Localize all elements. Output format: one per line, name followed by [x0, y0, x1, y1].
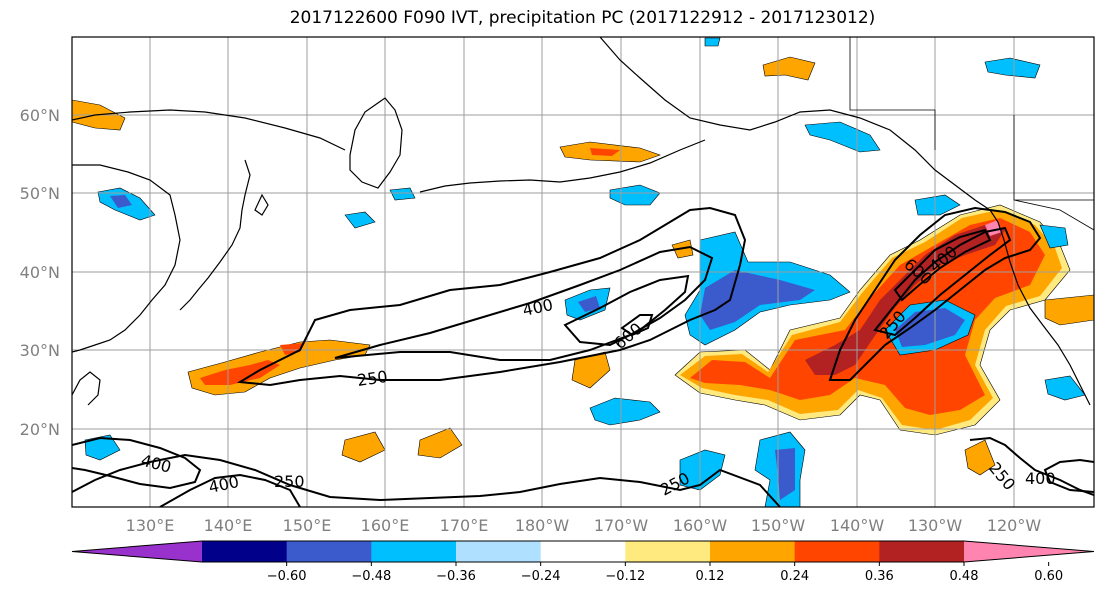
precip-negative-region — [775, 448, 795, 500]
colorbar-swatch — [625, 541, 711, 562]
contour-label: 400 — [1025, 469, 1056, 488]
alaska-coastline — [599, 37, 991, 211]
colorbar-tick-label: −0.60 — [267, 569, 307, 584]
precip-negative-region — [578, 296, 600, 312]
colorbar-outline — [71, 540, 1095, 563]
lon-label: 170°W — [594, 516, 649, 535]
precip-negative-region — [914, 194, 961, 216]
precip-negative-region — [704, 37, 721, 47]
colorbar-tick-label: 0.12 — [696, 569, 725, 584]
colorbar-tick-label: 0.36 — [865, 569, 894, 584]
lon-label: 130°E — [126, 516, 175, 535]
lon-label: 150°W — [751, 516, 806, 535]
contour-label: 250 — [356, 367, 389, 390]
ivt-contour-600 — [893, 228, 992, 302]
lon-label: 120°W — [987, 516, 1042, 535]
ivt-contour-400 — [873, 226, 1012, 337]
lon-label: 140°W — [830, 516, 885, 535]
map-frame — [71, 36, 1095, 508]
ivt-contour-600 — [563, 274, 690, 347]
map-title: 2017122600 F090 IVT, precipitation PC (2… — [289, 8, 876, 28]
north-america-coastline — [989, 209, 1091, 406]
precip-positive-region — [280, 343, 305, 355]
colorbar-swatch — [794, 541, 880, 562]
asia-coastline — [72, 109, 346, 151]
colorbar-tick-label: 0.48 — [950, 569, 979, 584]
precip-positive-region — [690, 218, 1045, 415]
japan-coastline — [179, 159, 251, 311]
precip-negative-region — [1039, 224, 1069, 249]
colorbar-extend-min — [72, 541, 202, 562]
ivt-contour-250 — [969, 436, 1094, 496]
precip-positive-region — [964, 439, 996, 476]
precip-positive-region — [805, 225, 1005, 375]
kamchatka-coastline — [349, 97, 403, 189]
colorbar-swatch — [456, 541, 542, 562]
precip-positive-region — [341, 431, 386, 463]
lon-label: 160°E — [361, 516, 410, 535]
ivt-contour-250 — [828, 206, 1042, 381]
precip-positive-region — [1044, 294, 1094, 326]
asia-coastline — [72, 164, 181, 353]
precip-positive-region — [417, 427, 463, 459]
ivt-contours — [72, 206, 1094, 507]
colorbar-extend-max — [964, 541, 1094, 562]
lat-label: 60°N — [20, 106, 60, 125]
colorbar-tick-label: −0.24 — [521, 569, 561, 584]
colorbar-swatch — [710, 541, 796, 562]
lat-label: 40°N — [20, 263, 60, 282]
ivt-contour-400 — [334, 245, 714, 361]
precip-negative-region — [1044, 375, 1086, 401]
lon-label: 170°E — [440, 516, 489, 535]
lon-label: 150°E — [283, 516, 332, 535]
coastlines — [72, 37, 1094, 406]
contour-label: 250 — [274, 472, 305, 491]
colorbar-swatch — [879, 541, 965, 562]
colorbar-swatch — [540, 541, 626, 562]
lat-label: 50°N — [20, 184, 60, 203]
asia-coastline — [72, 371, 101, 406]
precip-negative-region — [700, 270, 815, 330]
colorbar-swatch — [202, 541, 288, 562]
precip-fill-layer — [72, 37, 1094, 507]
ivt-contour-250 — [236, 206, 747, 387]
precip-negative-region — [609, 184, 661, 206]
country-border — [849, 37, 1094, 231]
precip-negative-region — [804, 121, 881, 153]
ivt-contour-250 — [72, 453, 781, 507]
japan-coastline — [254, 193, 269, 216]
ivt-contour-400 — [1043, 458, 1094, 493]
lat-label: 30°N — [20, 341, 60, 360]
lon-label: 140°E — [204, 516, 253, 535]
colorbar-tick-label: 0.60 — [1034, 569, 1063, 584]
precip-negative-region — [344, 211, 376, 229]
lon-label: 180°W — [515, 516, 570, 535]
colorbar-tick-label: −0.12 — [605, 569, 645, 584]
lat-label: 20°N — [20, 420, 60, 439]
colorbar-tick-label: 0.24 — [780, 569, 809, 584]
lon-label: 130°W — [908, 516, 963, 535]
ivt-contour-400 — [159, 473, 301, 507]
precip-negative-region — [895, 308, 965, 347]
lon-label: 160°W — [673, 516, 728, 535]
precip-negative-region — [984, 57, 1041, 79]
colorbar-swatch — [371, 541, 457, 562]
precip-positive-region — [590, 148, 620, 156]
aleutian-islands — [419, 139, 706, 193]
precip-negative-region — [679, 449, 726, 491]
ivt-contour-600 — [620, 314, 654, 337]
colorbar: −0.60 −0.48 −0.36 −0.24 −0.12 0.12 0.24 0.36 0.4… — [71, 540, 1095, 584]
colorbar-tick-label: −0.48 — [351, 569, 391, 584]
longitude-labels: 130°E 140°E 150°E 160°E 170°E 180°W 170°… — [126, 516, 1042, 535]
precip-positive-region — [762, 56, 816, 81]
latitude-labels: 60°N 50°N 40°N 30°N 20°N — [20, 106, 60, 439]
colorbar-tick-label: −0.36 — [436, 569, 476, 584]
precip-negative-region — [389, 187, 416, 201]
precip-negative-region — [84, 434, 121, 461]
precip-negative-region — [110, 195, 132, 208]
precip-positive-region — [200, 360, 280, 385]
colorbar-swatch — [286, 541, 372, 562]
